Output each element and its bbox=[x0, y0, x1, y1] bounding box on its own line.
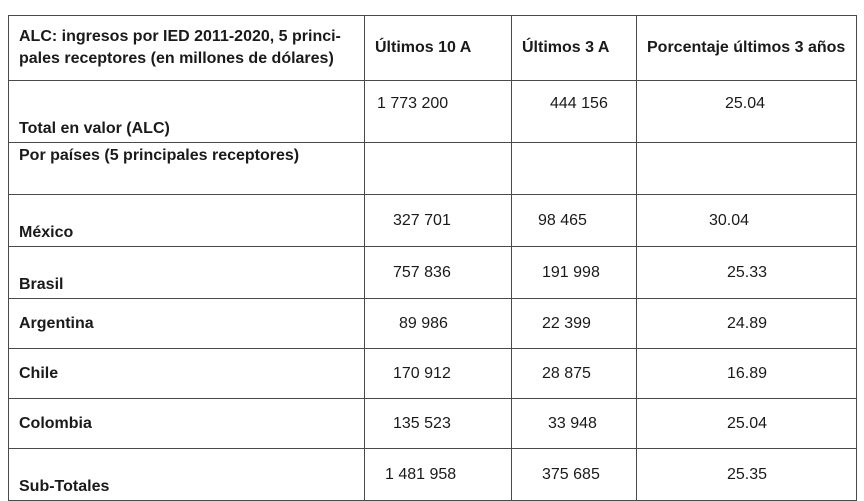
country-pct: 25.04 bbox=[636, 398, 857, 449]
country-last3: 28 875 bbox=[511, 348, 637, 399]
country-name: México bbox=[8, 194, 365, 247]
section-label: Por países (5 principales receptores) bbox=[8, 142, 365, 195]
country-row-mexico: México 327 701 98 465 30.04 bbox=[8, 194, 857, 247]
fdi-table: ALC: ingresos por IED 2011-2020, 5 princ… bbox=[8, 15, 857, 501]
header-pct: Porcentaje últimos 3 años bbox=[636, 15, 857, 81]
country-last10: 170 912 bbox=[364, 348, 512, 399]
subtotal-pct: 25.35 bbox=[636, 448, 857, 501]
country-name: Chile bbox=[8, 348, 365, 399]
total-last3: 444 156 bbox=[511, 80, 637, 143]
header-row: ALC: ingresos por IED 2011-2020, 5 princ… bbox=[8, 15, 857, 81]
country-row-chile: Chile 170 912 28 875 16.89 bbox=[8, 348, 857, 399]
total-pct: 25.04 bbox=[636, 80, 857, 143]
country-last10: 757 836 bbox=[364, 246, 512, 299]
total-last10: 1 773 200 bbox=[364, 80, 512, 143]
subtotal-row: Sub-Totales 1 481 958 375 685 25.35 bbox=[8, 448, 857, 501]
header-last10: Últimos 10 A bbox=[364, 15, 512, 81]
section-empty-2 bbox=[511, 142, 637, 195]
country-last10: 89 986 bbox=[364, 298, 512, 349]
country-row-colombia: Colombia 135 523 33 948 25.04 bbox=[8, 398, 857, 449]
country-last3: 98 465 bbox=[511, 194, 637, 247]
country-pct: 24.89 bbox=[636, 298, 857, 349]
country-last3: 191 998 bbox=[511, 246, 637, 299]
country-name: Argentina bbox=[8, 298, 365, 349]
table-title: ALC: ingresos por IED 2011-2020, 5 princ… bbox=[8, 15, 365, 81]
country-last10: 327 701 bbox=[364, 194, 512, 247]
country-pct: 30.04 bbox=[636, 194, 857, 247]
country-last10: 135 523 bbox=[364, 398, 512, 449]
country-row-brasil: Brasil 757 836 191 998 25.33 bbox=[8, 246, 857, 299]
section-row: Por países (5 principales receptores) bbox=[8, 142, 857, 195]
total-label: Total en valor (ALC) bbox=[8, 80, 365, 143]
table-title-line1: ALC: ingresos por IED 2011-2020, 5 princ… bbox=[19, 28, 341, 45]
country-last3: 33 948 bbox=[511, 398, 637, 449]
country-name: Brasil bbox=[8, 246, 365, 299]
fdi-table-container: ALC: ingresos por IED 2011-2020, 5 princ… bbox=[8, 15, 857, 501]
country-pct: 25.33 bbox=[636, 246, 857, 299]
header-last3: Últimos 3 A bbox=[511, 15, 637, 81]
total-row: Total en valor (ALC) 1 773 200 444 156 2… bbox=[8, 80, 857, 143]
country-pct: 16.89 bbox=[636, 348, 857, 399]
country-name: Colombia bbox=[8, 398, 365, 449]
country-row-argentina: Argentina 89 986 22 399 24.89 bbox=[8, 298, 857, 349]
section-empty-1 bbox=[364, 142, 512, 195]
section-empty-3 bbox=[636, 142, 857, 195]
subtotal-last10: 1 481 958 bbox=[364, 448, 512, 501]
table-title-line2: pales receptores (en millones de dólares… bbox=[19, 50, 334, 67]
subtotal-label: Sub-Totales bbox=[8, 448, 365, 501]
country-last3: 22 399 bbox=[511, 298, 637, 349]
subtotal-last3: 375 685 bbox=[511, 448, 637, 501]
